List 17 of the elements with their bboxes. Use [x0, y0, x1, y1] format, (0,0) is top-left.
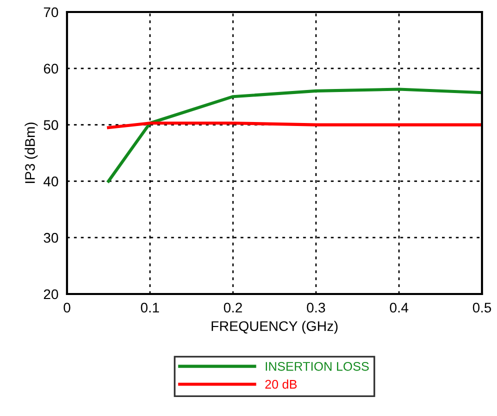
- x-axis-title: FREQUENCY (GHz): [212, 320, 338, 334]
- y-axis-title: IP3 (dBm): [24, 122, 38, 183]
- x-tick-label: 0.2: [224, 302, 242, 313]
- y-tick-label: 60: [44, 64, 58, 74]
- line-series: [106, 88, 482, 183]
- x-tick-label: 0: [64, 302, 70, 313]
- y-tick-label: 30: [44, 232, 58, 243]
- y-tick-label: 70: [44, 7, 58, 18]
- text: INSERTION LOSS: [266, 362, 369, 371]
- x-tick-label: 0.3: [306, 302, 326, 313]
- y-tick-label: 20: [44, 289, 58, 300]
- text: 20 dB: [265, 380, 297, 389]
- x-tick-label: 0.4: [390, 302, 408, 313]
- y-tick-label: 50: [44, 120, 58, 130]
- y-tick-label: 40: [44, 176, 58, 186]
- x-tick-label: 0.5: [472, 302, 492, 313]
- x-tick-label: 0.1: [140, 302, 159, 313]
